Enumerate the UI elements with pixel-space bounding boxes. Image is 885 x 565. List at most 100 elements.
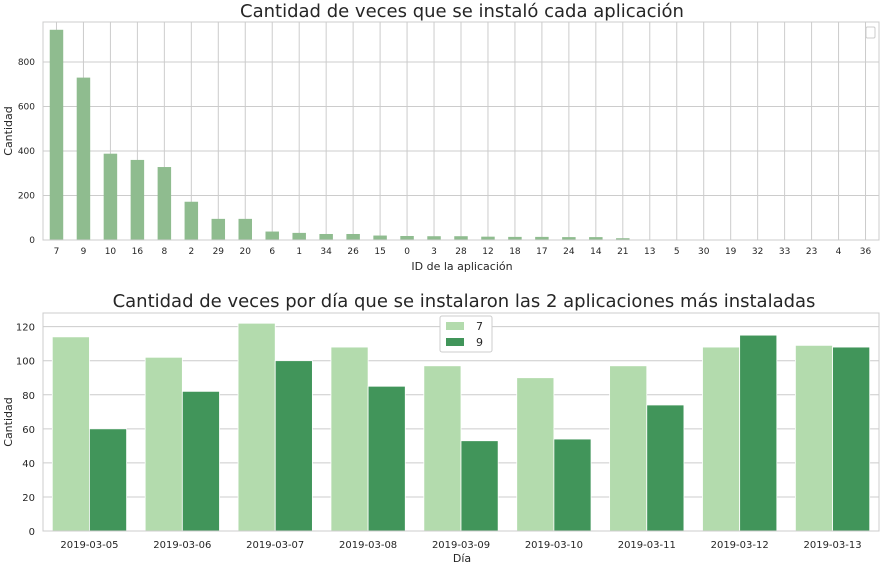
chart-1-xtick-label: 19: [725, 247, 737, 257]
chart-1-xtick-label: 14: [590, 247, 602, 257]
chart-2-ytick-label: 20: [22, 493, 35, 504]
chart-1-bar: [49, 29, 64, 240]
chart-1-ytick-label: 800: [18, 58, 35, 68]
chart-1-xtick-label: 10: [105, 247, 117, 257]
legend-swatch-7: [446, 322, 464, 330]
chart-1-xtick-label: 36: [860, 247, 872, 257]
chart-2-bar-series-7: [144, 356, 183, 532]
chart-1-xtick-label: 1: [296, 247, 302, 257]
chart-1-xtick-label: 9: [81, 247, 87, 257]
chart-2-xtick-label: 2019-03-12: [711, 540, 769, 551]
legend-label-9: 9: [476, 336, 483, 349]
chart-2-ytick-label: 60: [22, 425, 35, 436]
chart-1-xtick-label: 33: [779, 247, 790, 257]
chart-1-xtick-label: 3: [431, 247, 437, 257]
chart-2-xtick-label: 2019-03-07: [246, 540, 304, 551]
chart-2-bar-series-9: [739, 334, 778, 532]
chart-1-bars: [49, 29, 873, 240]
chart-1-bar: [184, 201, 199, 240]
chart-1-bar: [130, 159, 145, 240]
chart-1-xtick-label: 12: [482, 247, 493, 257]
chart-1-xlabel: ID de la aplicación: [411, 260, 512, 273]
chart-1-xtick-label: 20: [240, 247, 252, 257]
chart-2-xtick-label: 2019-03-09: [432, 540, 490, 551]
chart-1-xtick-label: 26: [347, 247, 359, 257]
chart-2-bar-series-9: [367, 385, 406, 532]
chart-1-xtick-label: 24: [563, 247, 575, 257]
chart-1-xtick-label: 4: [836, 247, 842, 257]
chart-2-ticks: 0 20 40 60 80 100 120 2019-03-05 2019-03-06 2019-…: [16, 323, 862, 551]
chart-1-xtick-label: 21: [617, 247, 628, 257]
chart-1-ytick-label: 200: [18, 192, 35, 202]
chart-1-bar: [76, 77, 91, 240]
chart-1-bar: [319, 233, 333, 240]
chart-2-ytick-label: 40: [22, 459, 35, 470]
chart-1-xtick-label: 23: [806, 247, 817, 257]
chart-2-xtick-label: 2019-03-11: [618, 540, 676, 551]
chart-2-xtick-label: 2019-03-05: [60, 540, 118, 551]
chart-2-bar-series-9: [181, 390, 220, 532]
chart-1-bar: [535, 236, 549, 240]
chart-1-bar: [562, 237, 576, 240]
chart-2-frame: [42, 312, 880, 532]
chart-2-bar-series-7: [423, 365, 462, 532]
chart-2-bar-series-9: [832, 346, 871, 532]
chart-2-legend-box: [439, 315, 493, 353]
chart-1-bar: [157, 167, 172, 240]
chart-1-bar: [400, 235, 414, 240]
chart-1-xtick-label: 16: [132, 247, 144, 257]
chart-1-bar: [373, 235, 387, 240]
chart-2-bar-series-9: [274, 360, 313, 532]
chart-2-ytick-label: 100: [16, 357, 35, 368]
chart-1-xtick-label: 0: [404, 247, 410, 257]
chart-2-xtick-label: 2019-03-06: [153, 540, 211, 551]
chart-2-ytick-label: 80: [22, 391, 35, 402]
chart-1-legend: [865, 26, 876, 39]
chart-1-xtick-label: 28: [455, 247, 467, 257]
chart-2-xtick-label: 2019-03-08: [339, 540, 397, 551]
chart-1-xtick-label: 15: [374, 247, 385, 257]
chart-2-bar-series-9: [646, 404, 685, 532]
chart-2-ytick-label: 120: [16, 323, 35, 334]
chart-2-xtick-label: 2019-03-13: [803, 540, 861, 551]
chart-2-bar-series-7: [702, 346, 741, 532]
chart-1-bar: [427, 236, 441, 240]
chart-2-bar-series-7: [330, 346, 369, 532]
chart-1-frame: [42, 21, 880, 241]
chart-1-xtick-label: 7: [54, 247, 60, 257]
chart-1-ylabel: Cantidad: [2, 106, 15, 155]
chart-1-xtick-label: 34: [320, 247, 332, 257]
chart-2-xtick-label: 2019-03-10: [525, 540, 583, 551]
chart-2-bar-series-7: [795, 344, 833, 532]
chart-2-bar-series-7: [237, 322, 276, 532]
legend-swatch-9: [446, 338, 464, 346]
chart-2-bar-series-7: [51, 336, 90, 532]
chart-1-bar: [454, 236, 468, 240]
chart-1-xtick-label: 17: [536, 247, 547, 257]
chart-1-bar: [103, 153, 118, 240]
chart-2-title: Cantidad de veces por día que se instala…: [113, 291, 816, 312]
chart-1-bar: [346, 233, 360, 240]
chart-2: Cantidad de veces por día que se instala…: [2, 291, 880, 565]
chart-2-bar-series-9: [553, 438, 592, 532]
chart-1-bar: [211, 218, 226, 240]
chart-1-xtick-label: 5: [674, 247, 680, 257]
chart-2-legend: 7 9: [439, 315, 493, 353]
chart-1-bar: [616, 238, 630, 240]
chart-1-title: Cantidad de veces que se instaló cada ap…: [240, 1, 684, 22]
chart-1-bar: [292, 232, 306, 240]
chart-1-xtick-label: 6: [269, 247, 275, 257]
chart-1-ytick-label: 0: [29, 236, 35, 246]
chart-1-bar: [481, 236, 495, 240]
chart-1-bar: [265, 231, 279, 240]
chart-1-xtick-label: 8: [161, 247, 167, 257]
chart-1-ytick-label: 400: [18, 147, 35, 157]
chart-2-bars: [51, 322, 871, 532]
chart-2-ytick-label: 0: [29, 527, 35, 538]
chart-1-xtick-label: 2: [188, 247, 194, 257]
chart-1-bar: [589, 237, 603, 240]
legend-label-7: 7: [476, 320, 483, 333]
chart-1-xtick-label: 29: [213, 247, 225, 257]
chart-2-ylabel: Cantidad: [2, 397, 15, 446]
